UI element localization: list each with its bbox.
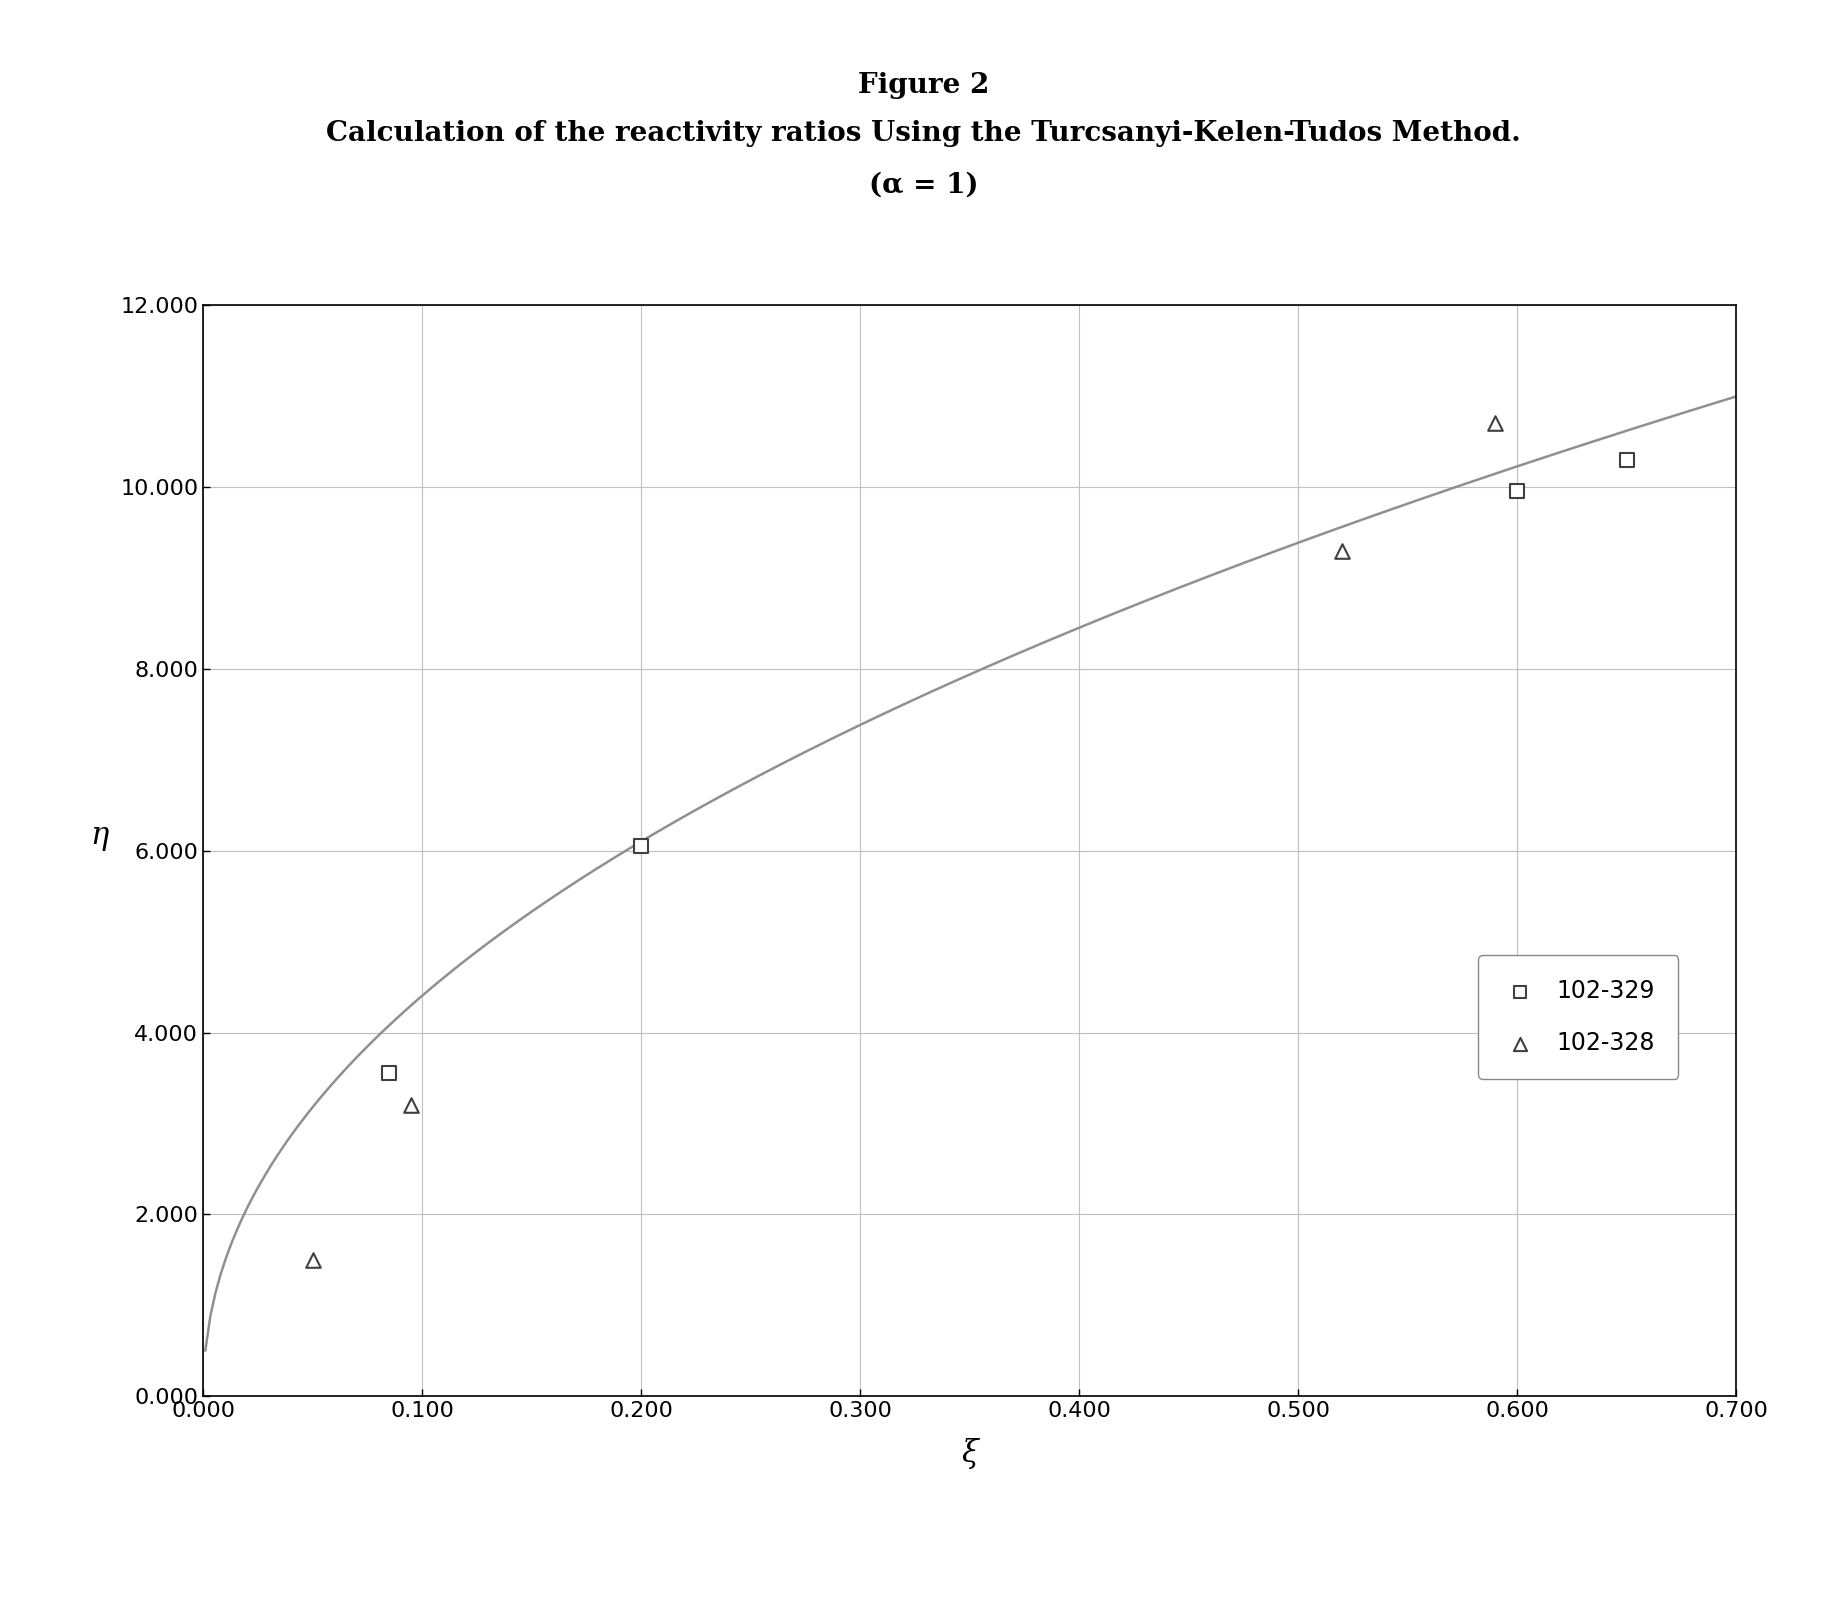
Point <box>1502 478 1531 504</box>
Point <box>397 1093 427 1119</box>
Legend: 102-329, 102-328: 102-329, 102-328 <box>1478 955 1679 1079</box>
X-axis label: ξ: ξ <box>960 1438 979 1469</box>
Point <box>375 1061 404 1087</box>
Y-axis label: η: η <box>91 820 109 851</box>
Point <box>297 1247 327 1273</box>
Text: (α = 1): (α = 1) <box>868 172 979 199</box>
Text: Calculation of the reactivity ratios Using the Turcsanyi-Kelen-Tudos Method.: Calculation of the reactivity ratios Usi… <box>327 120 1520 148</box>
Text: Figure 2: Figure 2 <box>857 72 990 100</box>
Point <box>1328 538 1358 563</box>
Point <box>626 833 656 859</box>
Point <box>1612 446 1642 472</box>
Point <box>1481 411 1511 437</box>
